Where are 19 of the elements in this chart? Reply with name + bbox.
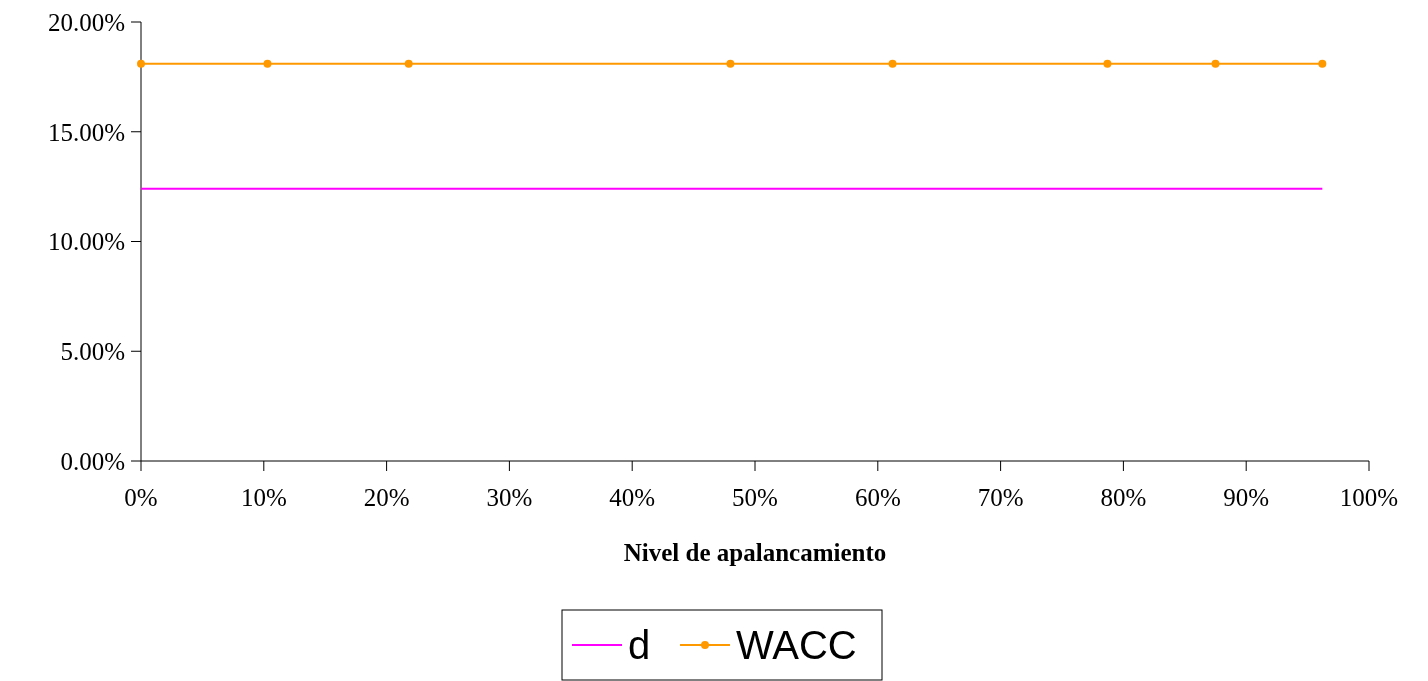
legend-label: WACC: [736, 623, 857, 667]
x-tick-label: 0%: [124, 484, 158, 511]
y-tick-label: 0.00%: [60, 447, 125, 475]
y-tick-label: 20.00%: [47, 8, 125, 36]
x-tick-label: 50%: [732, 484, 778, 511]
x-axis-title: Nivel de apalancamiento: [623, 539, 887, 566]
x-tick-label: 90%: [1223, 484, 1270, 511]
legend-label: d: [628, 623, 651, 667]
x-tick-label: 20%: [363, 484, 410, 511]
x-tick-label: 70%: [977, 484, 1024, 511]
y-tick-label: 10.00%: [47, 228, 125, 256]
x-tick-label: 10%: [240, 484, 287, 511]
y-tick-label: 15.00%: [47, 118, 125, 146]
x-tick-label: 40%: [609, 484, 656, 511]
x-tick-label: 30%: [486, 484, 533, 511]
x-tick-label: 80%: [1100, 484, 1147, 511]
x-tick-label: 60%: [854, 484, 901, 511]
x-tick-label: 100%: [1339, 484, 1399, 511]
y-tick-label: 5.00%: [60, 338, 125, 365]
